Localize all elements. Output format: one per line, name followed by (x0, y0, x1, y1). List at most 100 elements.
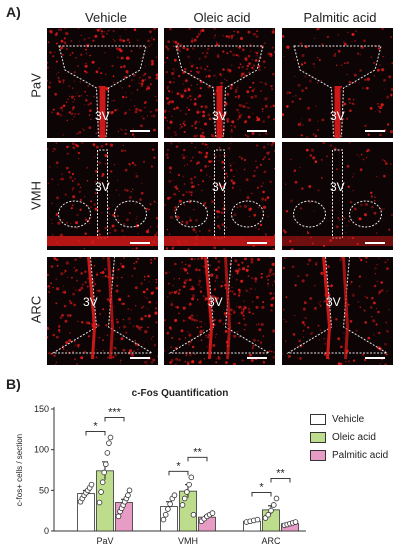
ventricle-label: 3V (95, 180, 110, 194)
significance-bracket (104, 417, 125, 422)
data-point (165, 506, 171, 512)
row-header-pav: PaV (28, 73, 44, 98)
legend-swatch-palmitic (310, 449, 326, 461)
data-point (184, 489, 190, 495)
x-tick-label: PaV (96, 536, 113, 546)
significance-bracket (251, 492, 272, 497)
data-point (273, 495, 280, 502)
data-point (171, 492, 178, 499)
data-point (162, 511, 169, 518)
data-point (101, 469, 108, 476)
y-tick-label: 50 (39, 485, 49, 495)
data-point (96, 499, 103, 506)
data-point (99, 479, 106, 485)
data-point (104, 450, 111, 456)
micrograph-arc-vehicle: 3V (47, 257, 158, 365)
data-point (181, 495, 188, 502)
ventricle-label: 3V (326, 295, 341, 309)
data-point (209, 510, 216, 516)
scale-bar (130, 242, 150, 244)
y-tick-label: 150 (34, 404, 49, 414)
micrograph-image: 3V (164, 257, 275, 365)
x-tick-label: VMH (178, 536, 198, 546)
data-point (265, 511, 272, 518)
data-point (186, 481, 192, 488)
y-tick-label: 100 (34, 445, 49, 455)
micrograph-image: 3V (164, 142, 275, 250)
column-header-palmitic: Palmitic acid (303, 10, 377, 25)
significance-marker: * (93, 420, 98, 432)
data-point (107, 434, 114, 441)
legend-label-oleic: Oleic acid (332, 431, 376, 443)
micrograph-arc-oleic: 3V (164, 257, 275, 365)
legend-label-vehicle: Vehicle (332, 413, 365, 425)
legend-item-vehicle: Vehicle (310, 410, 388, 428)
x-tick-label: ARC (261, 536, 281, 546)
scale-bar (130, 357, 150, 359)
micrograph-image: 3V (47, 142, 158, 250)
micrograph-image: 3V (47, 28, 158, 138)
data-point (188, 474, 195, 481)
data-point (125, 492, 131, 499)
ventricle-label: 3V (83, 295, 98, 309)
data-point (115, 513, 122, 520)
significance-marker: * (176, 460, 181, 472)
micrograph-image: 3V (282, 28, 393, 138)
legend-item-oleic: Oleic acid (310, 428, 388, 446)
legend-swatch-oleic (310, 431, 326, 443)
ventricle-label: 3V (212, 109, 227, 123)
row-header-vmh: VMH (28, 181, 44, 210)
data-point (126, 487, 133, 494)
ventricle-label: 3V (95, 109, 110, 123)
column-header-oleic: Oleic acid (193, 10, 251, 25)
ventricle-label: 3V (330, 109, 345, 123)
scale-bar (247, 130, 267, 132)
micrograph-vmh-palmitic: 3V (282, 142, 393, 250)
scale-bar (365, 130, 385, 132)
micrograph-vmh-vehicle: 3V (47, 142, 158, 250)
micrograph-image: 3V (164, 28, 275, 138)
ventricle-label: 3V (212, 180, 227, 194)
ventricle-label: 3V (330, 180, 345, 194)
significance-bracket (85, 431, 106, 436)
data-point (160, 516, 167, 523)
data-point (270, 502, 277, 508)
row-header-arc: ARC (28, 295, 44, 324)
micrograph-pav-vehicle: 3V (47, 28, 158, 138)
data-point (167, 501, 173, 507)
micrograph-image: 3V (47, 257, 158, 365)
micrograph-image: 3V (282, 142, 393, 250)
data-point (179, 502, 186, 508)
chart-legend: Vehicle Oleic acid Palmitic acid (310, 410, 388, 464)
significance-bracket (168, 470, 189, 476)
micrograph-image: 3V (282, 257, 390, 365)
significance-marker: ** (276, 467, 285, 479)
significance-marker: * (259, 481, 264, 493)
micrograph-pav-palmitic: 3V (282, 28, 393, 138)
chart-title: c-Fos Quantification (132, 388, 229, 399)
scale-bar (130, 130, 150, 132)
legend-item-palmitic: Palmitic acid (310, 446, 388, 464)
data-point (98, 489, 104, 495)
micrograph-vmh-oleic: 3V (164, 142, 275, 250)
legend-swatch-vehicle (310, 413, 326, 425)
data-point (292, 519, 299, 525)
significance-bracket (270, 478, 291, 483)
ventricle-label: 3V (208, 295, 223, 309)
scale-bar (365, 357, 385, 359)
data-point (106, 440, 112, 446)
data-point (88, 481, 95, 488)
panel-a-label: A) (6, 4, 21, 20)
micrograph-pav-oleic: 3V (164, 28, 275, 138)
data-point (102, 461, 109, 468)
significance-marker: *** (108, 406, 122, 418)
scale-bar (247, 242, 267, 244)
significance-bracket (187, 456, 208, 462)
legend-label-palmitic: Palmitic acid (332, 449, 389, 461)
cfos-bar-chart: c-Fos Quantification c-fos+ cells / secti… (15, 388, 306, 546)
micrograph-arc-palmitic: 3V (282, 257, 393, 365)
data-point (190, 511, 197, 518)
significance-marker: ** (193, 446, 202, 458)
panel-b-label: B) (6, 376, 21, 392)
scale-bar (247, 357, 267, 359)
